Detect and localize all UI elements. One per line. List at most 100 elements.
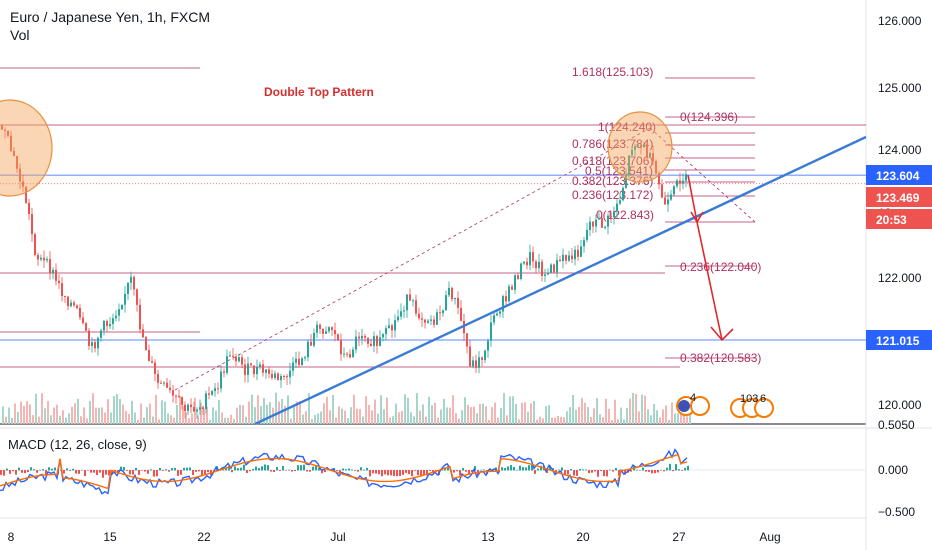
macd-histogram-bar [348,468,350,471]
macd-histogram-bar [357,470,359,472]
macd-histogram-bar [144,470,146,472]
volume-bar [233,419,235,424]
volume-bar [623,419,625,424]
candle-body [103,320,105,331]
volume-bar [365,396,367,424]
macd-histogram-bar [84,470,86,477]
macd-histogram-bar [585,469,587,471]
candle-body [268,369,270,374]
volume-bar [44,408,46,424]
macd-histogram-bar [666,467,668,471]
volume-bar [254,407,256,424]
volume-bar [344,410,346,424]
macd-histogram-bar [342,468,344,471]
candle-body [172,390,174,396]
volume-bar [440,409,442,424]
volume-bar [569,407,571,424]
volume-bar [14,403,16,424]
candle-body [619,200,621,204]
macd-histogram-bar [81,469,83,471]
macd-label[interactable]: MACD (12, 26, close, 9) [8,437,147,452]
macd-histogram-bar [597,470,599,477]
fib-level-label: 1(124.240) [598,120,656,134]
candle-body [325,331,327,334]
candle-body [184,404,186,411]
volume-bar [68,413,70,424]
macd-histogram-bar [3,470,5,476]
candle-body [490,322,492,341]
volume-bar [74,403,76,424]
macd-histogram-bar [387,470,389,476]
macd-histogram-bar [153,470,155,477]
fib-level-label: 0.5(123.541) [585,164,653,178]
volume-bar [518,419,520,424]
volume-bar [266,404,268,424]
candle-body [259,364,261,368]
macd-histogram-bar [51,468,53,471]
volume-bar [554,417,556,424]
volume-bar [611,419,613,424]
macd-histogram-bar [288,469,290,471]
volume-bar [164,401,166,424]
candle-body [262,364,264,373]
macd-histogram-bar [324,470,326,473]
volume-bar [35,393,37,424]
volume-bar [509,396,511,424]
volume-bar [116,394,118,424]
volume-bar [215,410,217,424]
volume-bar [575,409,577,424]
candle-body [616,203,618,212]
macd-histogram-bar [99,470,101,473]
volume-bar [89,400,91,424]
volume-bar [179,396,181,424]
candle-body [1,125,3,130]
candle-body [94,342,96,349]
candle-body [160,382,162,384]
candle-body [547,272,549,275]
candle-body [106,320,108,327]
macd-histogram-bar [207,470,209,473]
macd-histogram-bar [570,469,572,471]
candle-body [142,329,144,338]
volume-bar [176,404,178,424]
volume-bar [167,413,169,424]
fib-level-label: 0.382(123.376) [572,174,653,188]
macd-histogram-bar [468,470,470,475]
volume-bar [539,416,541,424]
candle-body [286,376,288,378]
candle-body [19,168,21,182]
candle-body [577,249,579,257]
volume-bar [437,417,439,424]
candle-body [238,357,240,362]
macd-histogram-bar [636,469,638,471]
candle-body [187,404,189,411]
time-axis-label: Jul [330,530,345,544]
candle-body [247,363,249,375]
candle-body [520,263,522,279]
macd-histogram-bar [126,470,128,471]
candle-body [532,252,534,262]
macd-histogram-bar [645,470,647,472]
volume-bar [83,407,85,424]
volume-bar [395,403,397,424]
macd-histogram-bar [516,469,518,471]
volume-bar [185,412,187,424]
volume-bar [137,419,139,424]
macd-histogram-bar [141,470,143,471]
macd-histogram-bar [561,467,563,471]
macd-histogram-bar [687,465,689,471]
macd-histogram-bar [393,470,395,477]
volume-bar [593,408,595,424]
candle-body [571,255,573,260]
signal-line [0,453,688,490]
candle-body [199,407,201,410]
candle-body [445,295,447,311]
fib-level-label: 0.618(123.706) [572,154,653,168]
dashed-projection-line [174,127,651,391]
macd-histogram-bar [396,470,398,477]
volume-bar [296,401,298,424]
candle-body [601,218,603,228]
volume-bar [530,403,532,424]
symbol-title[interactable]: Euro / Japanese Yen, 1h, FXCM [10,9,211,25]
